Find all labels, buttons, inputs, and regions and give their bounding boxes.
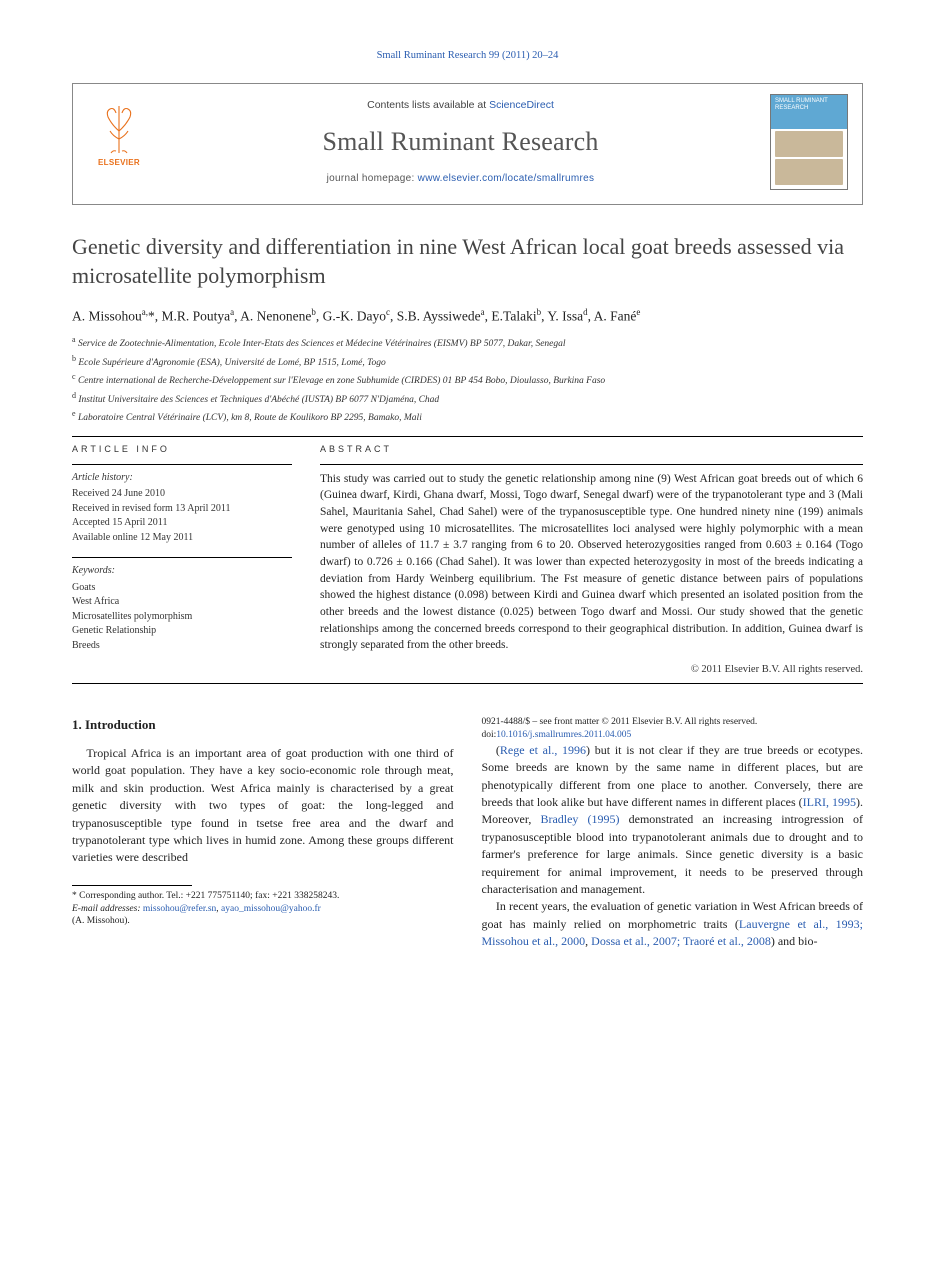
email-link-2[interactable]: ayao_missohou@yahoo.fr — [221, 904, 321, 914]
publisher-logo: ELSEVIER — [87, 94, 151, 168]
running-head: Small Ruminant Research 99 (2011) 20–24 — [72, 48, 863, 63]
journal-homepage-link[interactable]: www.elsevier.com/locate/smallrumres — [418, 173, 595, 184]
running-head-link[interactable]: Small Ruminant Research 99 (2011) 20–24 — [377, 50, 559, 61]
abstract-copyright: © 2011 Elsevier B.V. All rights reserved… — [320, 662, 863, 677]
keyword-item: Genetic Relationship — [72, 624, 292, 639]
footnote-separator — [72, 885, 192, 886]
affiliation-line: d Institut Universitaire des Sciences et… — [72, 390, 863, 407]
homepage-prefix: journal homepage: — [327, 173, 418, 184]
info-rule-1 — [72, 464, 292, 465]
abstract-rule — [320, 464, 863, 465]
corr-line: * Corresponding author. Tel.: +221 77575… — [72, 890, 454, 903]
issn-line: 0921-4488/$ – see front matter © 2011 El… — [482, 716, 864, 729]
affiliation-line: a Service de Zootechnie-Alimentation, Ec… — [72, 334, 863, 351]
history-line: Available online 12 May 2011 — [72, 531, 292, 546]
elsevier-tree-icon — [94, 103, 144, 155]
publisher-name: ELSEVIER — [98, 157, 140, 169]
authors-line: A. Missohoua,*, M.R. Poutyaa, A. Nenonen… — [72, 306, 863, 326]
affiliations-block: a Service de Zootechnie-Alimentation, Ec… — [72, 334, 863, 425]
body-para-1: Tropical Africa is an important area of … — [72, 745, 454, 867]
article-info-head: ARTICLE INFO — [72, 443, 292, 456]
abstract-head: ABSTRACT — [320, 443, 863, 456]
affiliation-line: b Ecole Supérieure d'Agronomie (ESA), Un… — [72, 353, 863, 370]
article-title: Genetic diversity and differentiation in… — [72, 233, 863, 290]
keyword-item: Goats — [72, 581, 292, 596]
abstract-body: This study was carried out to study the … — [320, 471, 863, 654]
affiliation-line: e Laboratoire Central Vétérinaire (LCV),… — [72, 408, 863, 425]
keywords-head: Keywords: — [72, 564, 292, 579]
contents-prefix: Contents lists available at — [367, 99, 489, 111]
keyword-item: Breeds — [72, 639, 292, 654]
affiliation-line: c Centre international de Recherche-Déve… — [72, 371, 863, 388]
history-line: Accepted 15 April 2011 — [72, 516, 292, 531]
info-rule-2 — [72, 557, 292, 558]
history-line: Received in revised form 13 April 2011 — [72, 502, 292, 517]
corr-author-name: (A. Missohou). — [72, 915, 454, 928]
top-rule — [72, 436, 863, 437]
sciencedirect-link[interactable]: ScienceDirect — [489, 99, 554, 111]
journal-cover-thumb: SMALL RUMINANT RESEARCH — [770, 94, 848, 190]
cover-title: SMALL RUMINANT RESEARCH — [775, 98, 843, 111]
journal-header-box: ELSEVIER Contents lists available at Sci… — [72, 83, 863, 205]
homepage-line: journal homepage: www.elsevier.com/locat… — [165, 172, 756, 187]
keyword-item: West Africa — [72, 595, 292, 610]
history-head: Article history: — [72, 471, 292, 486]
journal-name: Small Ruminant Research — [165, 123, 756, 161]
contents-available-line: Contents lists available at ScienceDirec… — [165, 98, 756, 113]
keyword-item: Microsatellites polymorphism — [72, 610, 292, 625]
page-footer: 0921-4488/$ – see front matter © 2011 El… — [482, 716, 864, 742]
doi-prefix: doi: — [482, 730, 497, 740]
body-para-3: In recent years, the evaluation of genet… — [482, 898, 864, 950]
section-1-head: 1. Introduction — [72, 716, 454, 735]
email-link-1[interactable]: missohou@refer.sn — [143, 904, 216, 914]
doi-link[interactable]: 10.1016/j.smallrumres.2011.04.005 — [496, 730, 631, 740]
bottom-rule — [72, 683, 863, 684]
history-line: Received 24 June 2010 — [72, 487, 292, 502]
body-para-2: (Rege et al., 1996) but it is not clear … — [482, 742, 864, 899]
corresponding-author-footnote: * Corresponding author. Tel.: +221 77575… — [72, 890, 454, 928]
email-label: E-mail addresses: — [72, 904, 141, 914]
